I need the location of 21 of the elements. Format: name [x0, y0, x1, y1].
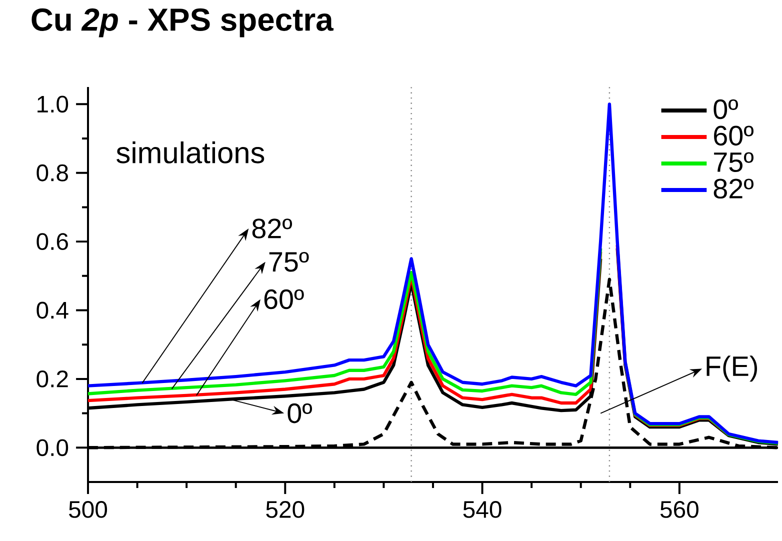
legend-label: 60º: [714, 126, 754, 146]
legend-label: 82º: [714, 178, 754, 199]
annotation: 60º: [264, 289, 304, 310]
x-tick-label: 560: [660, 501, 698, 518]
x-tick-label: 500: [69, 501, 108, 518]
annotation: simulations: [116, 141, 264, 164]
annotation: F(E): [706, 356, 757, 382]
y-tick-label: 1.0: [38, 96, 68, 113]
y-tick-label: 0.4: [36, 302, 68, 319]
x-tick-label: 520: [266, 501, 304, 518]
annotation: 0º: [288, 403, 312, 424]
annotation: 82º: [252, 218, 292, 238]
legend-label: 75º: [714, 152, 754, 172]
y-tick-label: 0.6: [36, 233, 68, 250]
y-tick-label: 0.0: [36, 439, 68, 456]
x-tick-label: 540: [463, 501, 502, 518]
y-tick-label: 0.2: [36, 370, 68, 388]
y-tick-label: 0.8: [36, 164, 68, 182]
chart-title: Cu 2p - XPS spectra: [32, 8, 334, 38]
legend-label: 0º: [714, 99, 738, 120]
annotation: 75º: [269, 252, 309, 272]
